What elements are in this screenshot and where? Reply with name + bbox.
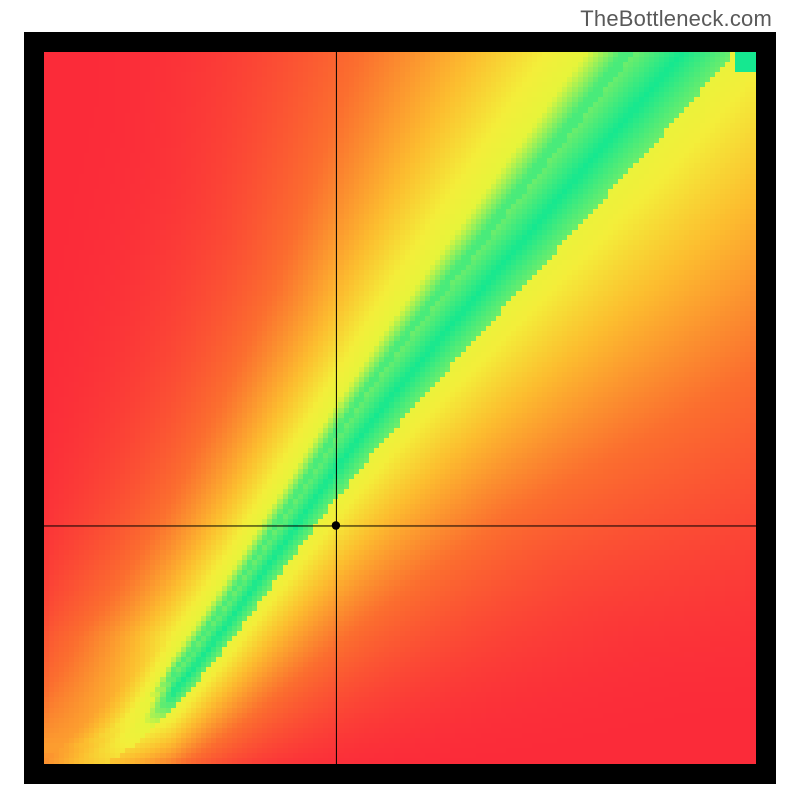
attribution-text: TheBottleneck.com <box>580 6 772 32</box>
chart-frame <box>24 32 776 784</box>
chart-container: TheBottleneck.com <box>0 0 800 800</box>
heatmap-plot <box>44 52 756 764</box>
